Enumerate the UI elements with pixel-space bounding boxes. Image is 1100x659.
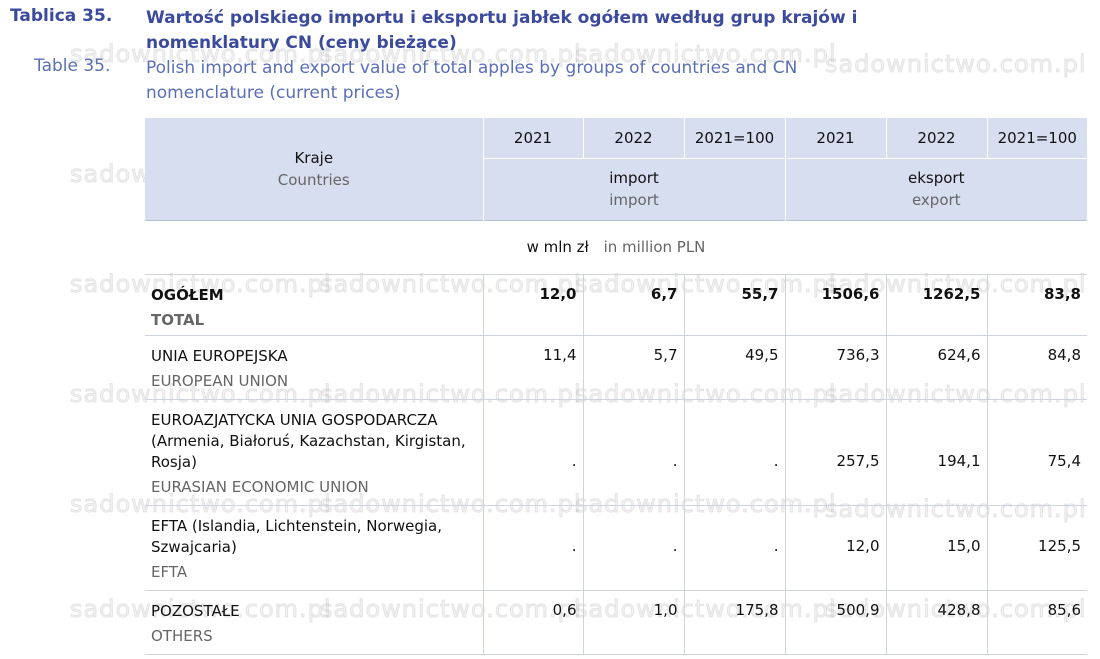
cell-export-index: 85,6: [986, 589, 1087, 655]
header-countries-pl: Kraje: [294, 148, 334, 167]
row-name: OGÓŁEM TOTAL: [145, 273, 483, 335]
row-name: UNIA EUROPEJSKA EUROPEAN UNION: [145, 334, 483, 399]
header-import-en: import: [609, 191, 659, 209]
header-import-pl: import: [609, 169, 659, 187]
cell-import-index: 49,5: [683, 334, 785, 399]
cell-import-2021: .: [482, 398, 583, 505]
header-year-import-2022: 2022: [582, 118, 684, 159]
cell-import-2022: 1,0: [582, 589, 684, 655]
header-countries-en: Countries: [277, 170, 350, 189]
cell-export-2021: 1506,6: [784, 273, 886, 335]
cell-export-index: 125,5: [986, 504, 1087, 590]
table-row-total: OGÓŁEM TOTAL 12,0 6,7 55,7 1506,6 1262,5…: [145, 273, 1087, 335]
cell-import-2021: 0,6: [482, 589, 583, 655]
cell-export-index: 83,8: [986, 273, 1087, 335]
cell-import-2021: 11,4: [482, 334, 583, 399]
header-countries: Kraje Countries: [145, 118, 483, 220]
row-name-en: TOTAL: [151, 310, 205, 329]
cell-import-2021: .: [482, 504, 583, 590]
cell-export-2021: 500,9: [784, 589, 886, 655]
cell-import-2022: 5,7: [582, 334, 684, 399]
cell-import-index: .: [683, 504, 785, 590]
table-row-eaeu: EUROAZJATYCKA UNIA GOSPODARCZA (Armenia,…: [145, 398, 1087, 505]
row-name: POZOSTAŁE OTHERS: [145, 589, 483, 655]
unit-en: in million PLN: [603, 238, 706, 256]
table-title-pl: Wartość polskiego importu i eksportu jab…: [146, 8, 858, 53]
row-name-pl: POZOSTAŁE: [151, 601, 240, 620]
cell-export-2022: 194,1: [885, 398, 987, 505]
cell-export-2021: 12,0: [784, 504, 886, 590]
header-year-import-2021: 2021: [482, 118, 583, 159]
table-title-en: Polish import and export value of total …: [146, 58, 798, 103]
cell-export-2022: 624,6: [885, 334, 987, 399]
header-export-pl: eksport: [908, 169, 965, 187]
row-name-pl: EUROAZJATYCKA UNIA GOSPODARCZA (Armenia,…: [151, 410, 466, 471]
unit-pl: w mln zł: [526, 238, 589, 256]
table-row-eu: UNIA EUROPEJSKA EUROPEAN UNION 11,4 5,7 …: [145, 334, 1087, 399]
header-import-group: import import: [482, 158, 785, 220]
row-name-en: EURASIAN ECONOMIC UNION: [151, 477, 369, 496]
header-export-en: export: [911, 191, 961, 209]
table-row-others: POZOSTAŁE OTHERS 0,6 1,0 175,8 500,9 428…: [145, 589, 1087, 655]
row-name-pl: UNIA EUROPEJSKA: [151, 346, 288, 365]
row-name: EFTA (Islandia, Lichtenstein, Norwegia, …: [145, 504, 483, 590]
cell-export-2022: 1262,5: [885, 273, 987, 335]
cell-export-2021: 257,5: [784, 398, 886, 505]
cell-export-2022: 428,8: [885, 589, 987, 655]
header-export-group: eksport export: [784, 158, 1087, 220]
row-name-pl: OGÓŁEM: [151, 285, 224, 304]
table-number-pl: Tablica 35.: [10, 6, 113, 26]
cell-import-2021: 12,0: [482, 273, 583, 335]
data-table: Kraje Countries 2021 2022 2021=100 2021 …: [145, 118, 1087, 655]
header-index-import: 2021=100: [683, 118, 785, 159]
row-name: EUROAZJATYCKA UNIA GOSPODARCZA (Armenia,…: [145, 398, 483, 505]
cell-export-2021: 736,3: [784, 334, 886, 399]
cell-import-2022: .: [582, 504, 684, 590]
row-name-en: EUROPEAN UNION: [151, 371, 289, 390]
cell-export-2022: 15,0: [885, 504, 987, 590]
cell-import-2022: 6,7: [582, 273, 684, 335]
cell-import-index: .: [683, 398, 785, 505]
cell-import-index: 55,7: [683, 273, 785, 335]
header-year-export-2022: 2022: [885, 118, 987, 159]
cell-export-index: 84,8: [986, 334, 1087, 399]
header-index-export: 2021=100: [986, 118, 1087, 159]
cell-import-2022: .: [582, 398, 684, 505]
header-year-export-2021: 2021: [784, 118, 886, 159]
table-number-en: Table 35.: [34, 56, 111, 76]
table-row-efta: EFTA (Islandia, Lichtenstein, Norwegia, …: [145, 504, 1087, 590]
cell-import-index: 175,8: [683, 589, 785, 655]
cell-export-index: 75,4: [986, 398, 1087, 505]
row-name-en: OTHERS: [151, 626, 213, 645]
unit-label: w mln zł in million PLN: [145, 219, 1087, 274]
row-name-pl: EFTA (Islandia, Lichtenstein, Norwegia, …: [151, 516, 442, 556]
row-name-en: EFTA: [151, 562, 188, 581]
